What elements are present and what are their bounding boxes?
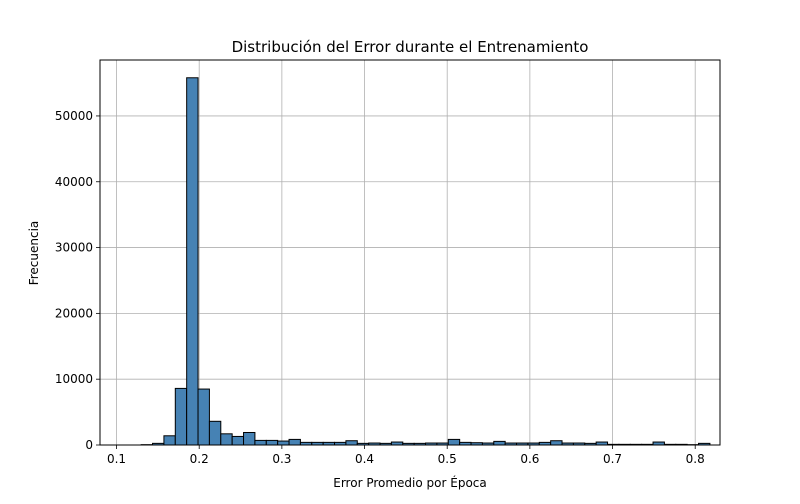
y-axis-label: Frecuencia: [27, 221, 41, 286]
y-tick-label: 0: [85, 438, 93, 452]
histogram-bar: [221, 434, 232, 445]
y-tick-label: 10000: [55, 372, 93, 386]
histogram-bar: [551, 441, 562, 445]
ticks: 0.1 0.2 0.3 0.4 0.5 0.6 0.7 0.8 0 10000 20000 30000…: [55, 109, 705, 466]
histogram-bar: [232, 436, 243, 445]
x-tick-label: 0.7: [603, 452, 622, 466]
x-tick-label: 0.2: [190, 452, 209, 466]
histogram-bar: [198, 389, 209, 445]
x-tick-label: 0.6: [520, 452, 539, 466]
histogram-bar: [278, 441, 289, 445]
histogram-bar: [494, 441, 505, 445]
bars: [141, 78, 710, 445]
chart-title: Distribución del Error durante el Entren…: [232, 38, 589, 56]
histogram-bar: [175, 388, 186, 445]
x-tick-label: 0.8: [686, 452, 705, 466]
histogram-bar: [266, 440, 277, 445]
histogram-bar: [346, 441, 357, 445]
x-tick-label: 0.3: [272, 452, 291, 466]
y-tick-label: 20000: [55, 306, 93, 320]
y-tick-label: 50000: [55, 109, 93, 123]
x-tick-label: 0.1: [107, 452, 126, 466]
histogram-bar: [289, 439, 300, 445]
x-axis-label: Error Promedio por Época: [333, 475, 486, 490]
y-tick-label: 30000: [55, 241, 93, 255]
x-tick-label: 0.5: [438, 452, 457, 466]
histogram-bar: [255, 440, 266, 445]
histogram-bar: [187, 78, 198, 445]
histogram-bar: [164, 436, 175, 445]
histogram-bar: [448, 439, 459, 445]
histogram-bar: [244, 432, 255, 445]
x-tick-label: 0.4: [355, 452, 374, 466]
histogram-bar: [209, 421, 220, 445]
y-tick-label: 40000: [55, 175, 93, 189]
